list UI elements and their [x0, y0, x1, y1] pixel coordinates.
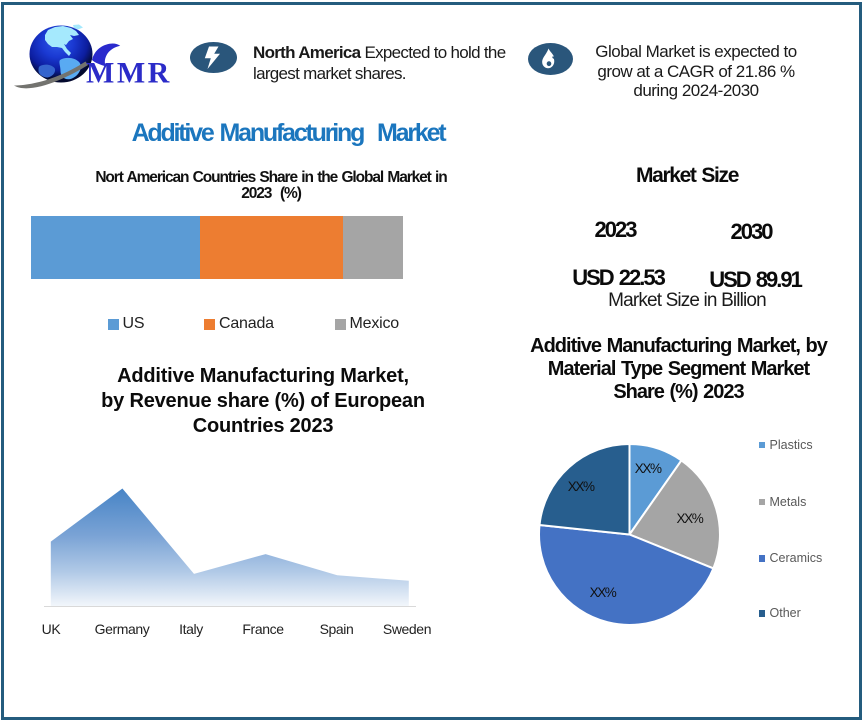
svg-text:MMR: MMR — [86, 57, 172, 90]
